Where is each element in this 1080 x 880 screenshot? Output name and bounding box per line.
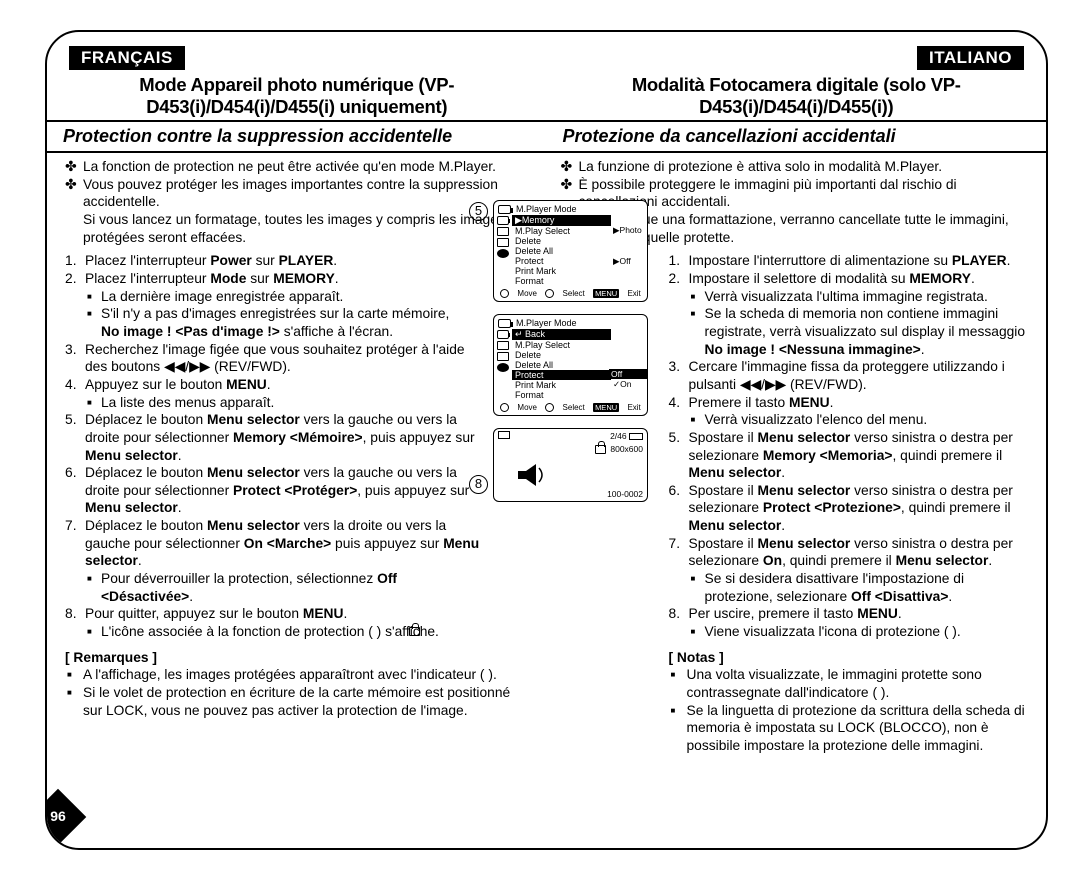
- page-number: 96: [45, 797, 78, 837]
- title-right: Modalità Fotocamera digitale (solo VP-D4…: [547, 70, 1047, 120]
- page-number-badge: 96: [45, 797, 78, 837]
- it-step8-sub1: Viene visualizzata l'icona di protezione…: [689, 623, 1031, 641]
- menu-delete2: Delete: [512, 350, 611, 360]
- it-note1: Una volta visualizzate, le immagini prot…: [669, 666, 1031, 701]
- fr-step1: Placez l'interrupteur Power sur PLAYER.: [65, 252, 435, 270]
- resolution: 800x600: [610, 444, 643, 454]
- menu-printmark2: Print Mark: [512, 380, 611, 390]
- it-step2-sub2: Se la scheda di memoria non contiene imm…: [689, 305, 1031, 358]
- cam-icon: [497, 330, 509, 339]
- fr-step6: Déplacez le bouton Menu selector vers la…: [65, 464, 475, 517]
- menu-badge: MENU: [593, 403, 619, 412]
- title-row: Mode Appareil photo numérique (VP-D453(i…: [47, 70, 1046, 120]
- fr-note2: Si le volet de protection en écriture de…: [65, 684, 531, 719]
- menu-back: ↵ Back: [512, 329, 611, 340]
- tab-francais: FRANÇAIS: [69, 46, 185, 70]
- menu-delete: Delete: [512, 236, 611, 246]
- fr-step2-sub1: La dernière image enregistrée apparaît.: [85, 288, 470, 306]
- val-photo: ▶Photo: [611, 225, 647, 236]
- card-icon: [497, 238, 509, 247]
- select-icon: [545, 289, 554, 298]
- it-note2: Se la linguetta di protezione da scrittu…: [669, 702, 1031, 755]
- fr-step7: Déplacez le bouton Menu selector vers la…: [65, 517, 485, 605]
- tape-icon: [497, 227, 509, 236]
- fr-step8-sub1: L'icône associée à la fonction de protec…: [85, 623, 465, 641]
- menu-protect2: Protect: [512, 370, 611, 380]
- it-step8: Per uscire, premere il tasto MENU. Viene…: [669, 605, 1031, 640]
- lock-icon: [409, 627, 420, 636]
- it-step5: Spostare il Menu selector verso sinistra…: [669, 429, 1031, 482]
- menu-mplay: M.Play Select: [512, 226, 611, 236]
- fr-top2: Vous pouvez protéger les images importan…: [65, 176, 531, 247]
- center-figures: 5 M.Player Mode ▶Memory M.Play Select De…: [479, 200, 649, 514]
- it-step7-sub1: Se si desidera disattivare l'impostazion…: [689, 570, 1031, 605]
- menu-printmark: Print Mark: [512, 266, 611, 276]
- it-notes-heading: [ Notas ]: [669, 649, 1031, 667]
- menu-deleteall2: Delete All: [512, 360, 611, 370]
- fr-step2: Placez l'interrupteur Mode sur MEMORY. L…: [65, 270, 470, 341]
- it-step7: Spostare il Menu selector verso sinistra…: [669, 535, 1031, 606]
- fr-step4-sub1: La liste des menus apparaît.: [85, 394, 465, 412]
- subtitle-right: Protezione da cancellazioni accidentali: [547, 122, 1047, 151]
- fr-step4: Appuyez sur le bouton MENU. La liste des…: [65, 376, 465, 411]
- title-left: Mode Appareil photo numérique (VP-D453(i…: [47, 70, 547, 120]
- fr-step8: Pour quitter, appuyez sur le bouton MENU…: [65, 605, 465, 640]
- fr-note1: A l'affichage, les images protégées appa…: [65, 666, 531, 684]
- camera-icon: [498, 205, 511, 214]
- tape-icon: [497, 341, 509, 350]
- camera-icon: [498, 319, 511, 328]
- counter: 2/46: [610, 431, 627, 441]
- lcd-screen-3: 2/46 800x600 100-0002: [493, 428, 648, 502]
- fr-step3: Recherchez l'image figée que vous souhai…: [65, 341, 465, 376]
- manual-page: FRANÇAIS ITALIANO Mode Appareil photo nu…: [45, 30, 1048, 850]
- lock-icon: [595, 445, 606, 454]
- menu-mplay2: M.Play Select: [512, 340, 611, 350]
- lcd-screen-2: M.Player Mode ↵ Back M.Play Select Delet…: [493, 314, 648, 416]
- callout-5: 5: [469, 202, 488, 221]
- it-step3: Cercare l'immagine fissa da proteggere u…: [669, 358, 1031, 393]
- cam-icon: [497, 216, 509, 225]
- it-step6: Spostare il Menu selector verso sinistra…: [669, 482, 1031, 535]
- col-francais: La fonction de protection ne peut être a…: [47, 153, 547, 833]
- tab-italiano: ITALIANO: [917, 46, 1024, 70]
- it-top1: La funzione di protezione è attiva solo …: [561, 158, 1031, 176]
- menu-deleteall: Delete All: [512, 246, 611, 256]
- it-step4: Premere il tasto MENU. Verrà visualizzat…: [669, 394, 1031, 429]
- menu-badge: MENU: [593, 289, 619, 298]
- fr-notes-heading: [ Remarques ]: [65, 649, 531, 667]
- menu-format: Format: [512, 276, 611, 286]
- val-on: ✓On: [611, 379, 647, 390]
- gear-icon: [497, 363, 509, 372]
- fr-step5: Déplacez le bouton Menu selector vers la…: [65, 411, 475, 464]
- val-off2: Off: [609, 369, 647, 379]
- it-step4-sub1: Verrà visualizzato l'elenco del menu.: [689, 411, 1031, 429]
- it-step2: Impostare il selettore di modalità su ME…: [669, 270, 1031, 358]
- val-off: ▶Off: [611, 256, 647, 267]
- lcd-screen-1: M.Player Mode ▶Memory M.Play Select Dele…: [493, 200, 648, 302]
- callout-8: 8: [469, 475, 488, 494]
- it-step1: Impostare l'interruttore di alimentazion…: [669, 252, 1031, 270]
- language-tabs: FRANÇAIS ITALIANO: [47, 32, 1046, 70]
- move-icon: [500, 403, 509, 412]
- menu-memory: ▶Memory: [512, 215, 611, 226]
- card-icon: [498, 431, 510, 439]
- image-number: 100-0002: [607, 489, 643, 499]
- subtitle-left: Protection contre la suppression acciden…: [47, 122, 547, 151]
- fr-step2-sub2: S'il n'y a pas d'images enregistrées sur…: [85, 305, 470, 340]
- subtitle-row: Protection contre la suppression acciden…: [47, 120, 1046, 153]
- menu-format2: Format: [512, 390, 611, 400]
- card-icon: [497, 352, 509, 361]
- menu-protect: Protect: [512, 256, 611, 266]
- it-step2-sub1: Verrà visualizzata l'ultima immagine reg…: [689, 288, 1031, 306]
- battery-icon: [629, 433, 643, 440]
- gear-icon: [497, 249, 509, 258]
- speaker-icon: [518, 464, 548, 486]
- fr-top1: La fonction de protection ne peut être a…: [65, 158, 531, 176]
- move-icon: [500, 289, 509, 298]
- fr-step7-sub1: Pour déverrouiller la protection, sélect…: [85, 570, 485, 605]
- select-icon: [545, 403, 554, 412]
